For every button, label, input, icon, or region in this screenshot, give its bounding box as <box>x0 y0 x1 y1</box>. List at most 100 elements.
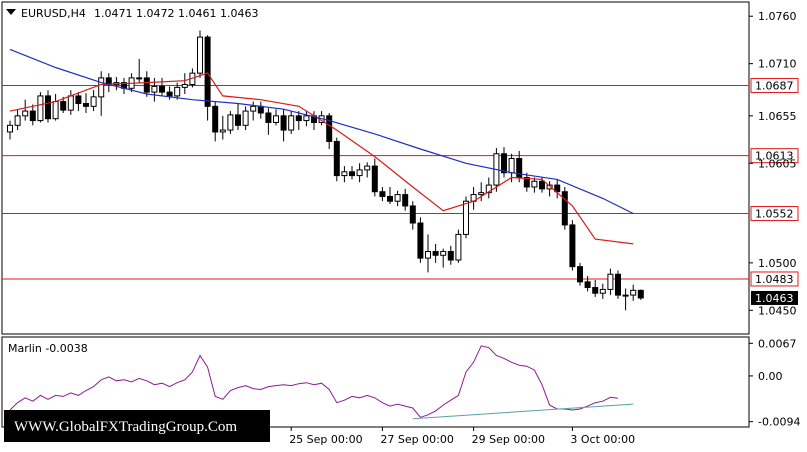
candle <box>402 188 409 211</box>
candle-body-bull <box>599 288 606 294</box>
moving-average-line-1 <box>9 48 634 215</box>
candle-body-bull <box>288 115 295 131</box>
candle-body-bull <box>151 85 158 93</box>
candle-body-bull <box>356 169 363 177</box>
level-tag-0 <box>750 77 799 93</box>
candle <box>622 288 629 311</box>
candle <box>159 77 165 96</box>
candle-body-bull <box>14 115 21 126</box>
candle-body-bull <box>181 84 188 88</box>
candle-body-bear <box>204 36 211 107</box>
candle <box>592 279 599 298</box>
candle <box>273 109 279 126</box>
candle-body-bear <box>60 101 67 111</box>
candle <box>174 82 181 100</box>
candle <box>409 201 416 230</box>
candle-body-bull <box>630 289 637 296</box>
price-tick-label-3: 1.0605 <box>758 157 797 170</box>
candle-body-bear <box>539 180 545 190</box>
candle-body-bull <box>98 77 105 98</box>
candle-body-bull <box>227 114 234 131</box>
oscillator-trendline <box>412 403 634 420</box>
candle <box>250 101 257 121</box>
level-label-1: 1.0613 <box>755 150 794 163</box>
candle <box>29 104 36 126</box>
candle-body-bull <box>485 184 492 194</box>
candle <box>523 172 530 192</box>
oscillator-panel-frame <box>1 336 750 428</box>
candles-group <box>7 30 644 311</box>
candle-body-bull <box>478 192 485 196</box>
candle-body-bull <box>174 86 181 97</box>
candle-body-bull <box>622 294 629 297</box>
candle-body-bear <box>166 91 173 97</box>
level-tag-1 <box>750 148 799 164</box>
candle-body-bull <box>440 250 447 256</box>
candle-body-bull <box>67 95 74 111</box>
ohlc-label: 1.0471 1.0472 1.0461 1.0463 <box>94 7 258 20</box>
candle-body-bull <box>508 158 515 174</box>
candle <box>478 182 485 202</box>
candle-body-bull <box>250 105 257 112</box>
candle-body-bear <box>615 273 621 296</box>
candle <box>349 166 355 180</box>
candle-body-bull <box>341 171 348 177</box>
level-label-3: 1.0483 <box>755 273 794 286</box>
candle-body-bull <box>455 233 462 261</box>
candle <box>417 217 424 263</box>
candle <box>432 243 439 263</box>
moving-average-line-0 <box>9 72 634 245</box>
candle-body-bull <box>52 101 59 120</box>
candle-body-bull <box>546 184 553 190</box>
candle-body-bull <box>607 273 614 290</box>
candle-body-bear <box>409 205 416 224</box>
current-price-tag <box>751 290 798 305</box>
candle <box>90 90 97 112</box>
candle <box>7 120 13 140</box>
price-tick-label-0: 1.0760 <box>758 10 797 23</box>
candle-body-bear <box>295 115 302 122</box>
candle-body-bear <box>379 191 386 197</box>
watermark-text: WWW.GlobalFXTradingGroup.Com <box>14 419 237 435</box>
level-label-0: 1.0687 <box>755 79 794 92</box>
candle <box>83 93 89 113</box>
candle <box>341 166 348 183</box>
candle <box>371 158 378 197</box>
candle-body-bear <box>577 266 583 283</box>
candle-body-bear <box>584 281 591 289</box>
candle <box>485 177 492 199</box>
marlin-line <box>9 345 619 418</box>
candle <box>136 58 143 83</box>
candle <box>45 90 51 123</box>
oscillator-lines <box>9 345 634 420</box>
watermark-box <box>4 410 270 442</box>
candle <box>75 92 82 112</box>
oscillator-axis: 0.0067 0.00 -0.0094 <box>749 337 800 429</box>
candle <box>326 112 333 150</box>
candle <box>303 111 310 127</box>
candle-body-bull <box>303 115 310 122</box>
chart-menu-triangle-icon[interactable] <box>6 9 16 15</box>
candle-body-bear <box>561 191 568 226</box>
candle <box>364 162 371 178</box>
candle-body-bear <box>387 195 393 202</box>
candle-body-bear <box>75 95 82 104</box>
time-axis: 25 Sep 00:00 27 Sep 00:00 29 Sep 00:00 3 Oc… <box>289 427 635 446</box>
candle-body-bear <box>637 289 644 299</box>
candle-body-bull <box>242 110 249 126</box>
candle-body-bear <box>265 112 272 123</box>
candle-body-bull <box>197 36 203 74</box>
price-tick-label-2: 1.0655 <box>758 110 797 123</box>
time-tick-label-1: 27 Sep 00:00 <box>380 433 453 446</box>
candle <box>501 147 507 178</box>
candle-body-bull <box>90 96 97 107</box>
candle-body-bull <box>22 110 29 117</box>
candle-body-bear <box>554 184 561 193</box>
candle <box>265 108 272 135</box>
price-panel-frame <box>1 1 750 335</box>
candle <box>288 111 295 134</box>
candle <box>577 262 583 286</box>
candle-body-bull <box>273 115 279 123</box>
